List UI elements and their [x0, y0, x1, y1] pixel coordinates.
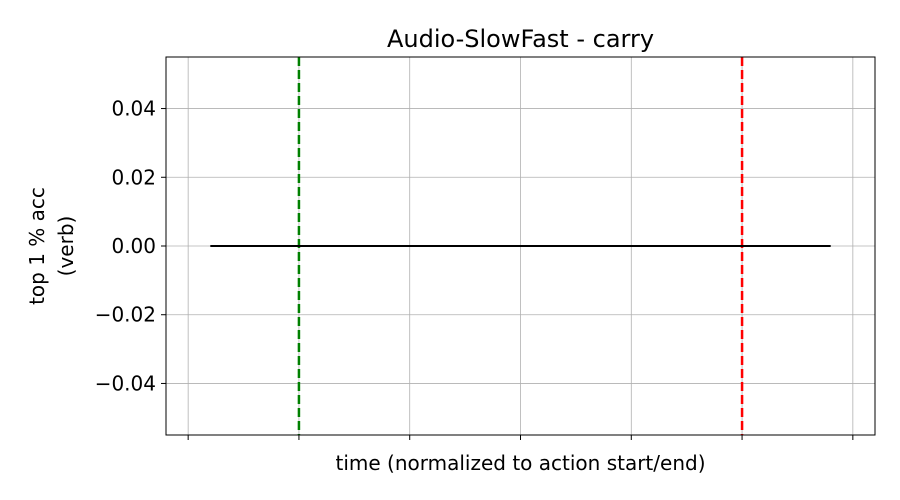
ticks: 0.04 0.02 0.00 −0.02 −0.04	[95, 97, 854, 440]
y-tick-label: −0.02	[95, 303, 156, 327]
y-tick-label: 0.04	[111, 97, 156, 121]
chart-title: Audio-SlowFast - carry	[387, 25, 654, 53]
y-tick-label: 0.00	[111, 234, 156, 258]
y-axis-label: top 1 % acc (verb)	[25, 187, 78, 305]
y-axis-label-line2: (verb)	[54, 216, 78, 277]
y-tick-label: 0.02	[111, 165, 156, 189]
y-tick-label: −0.04	[95, 371, 156, 395]
x-axis-label: time (normalized to action start/end)	[336, 451, 706, 475]
y-axis-label-line1: top 1 % acc	[25, 187, 49, 305]
